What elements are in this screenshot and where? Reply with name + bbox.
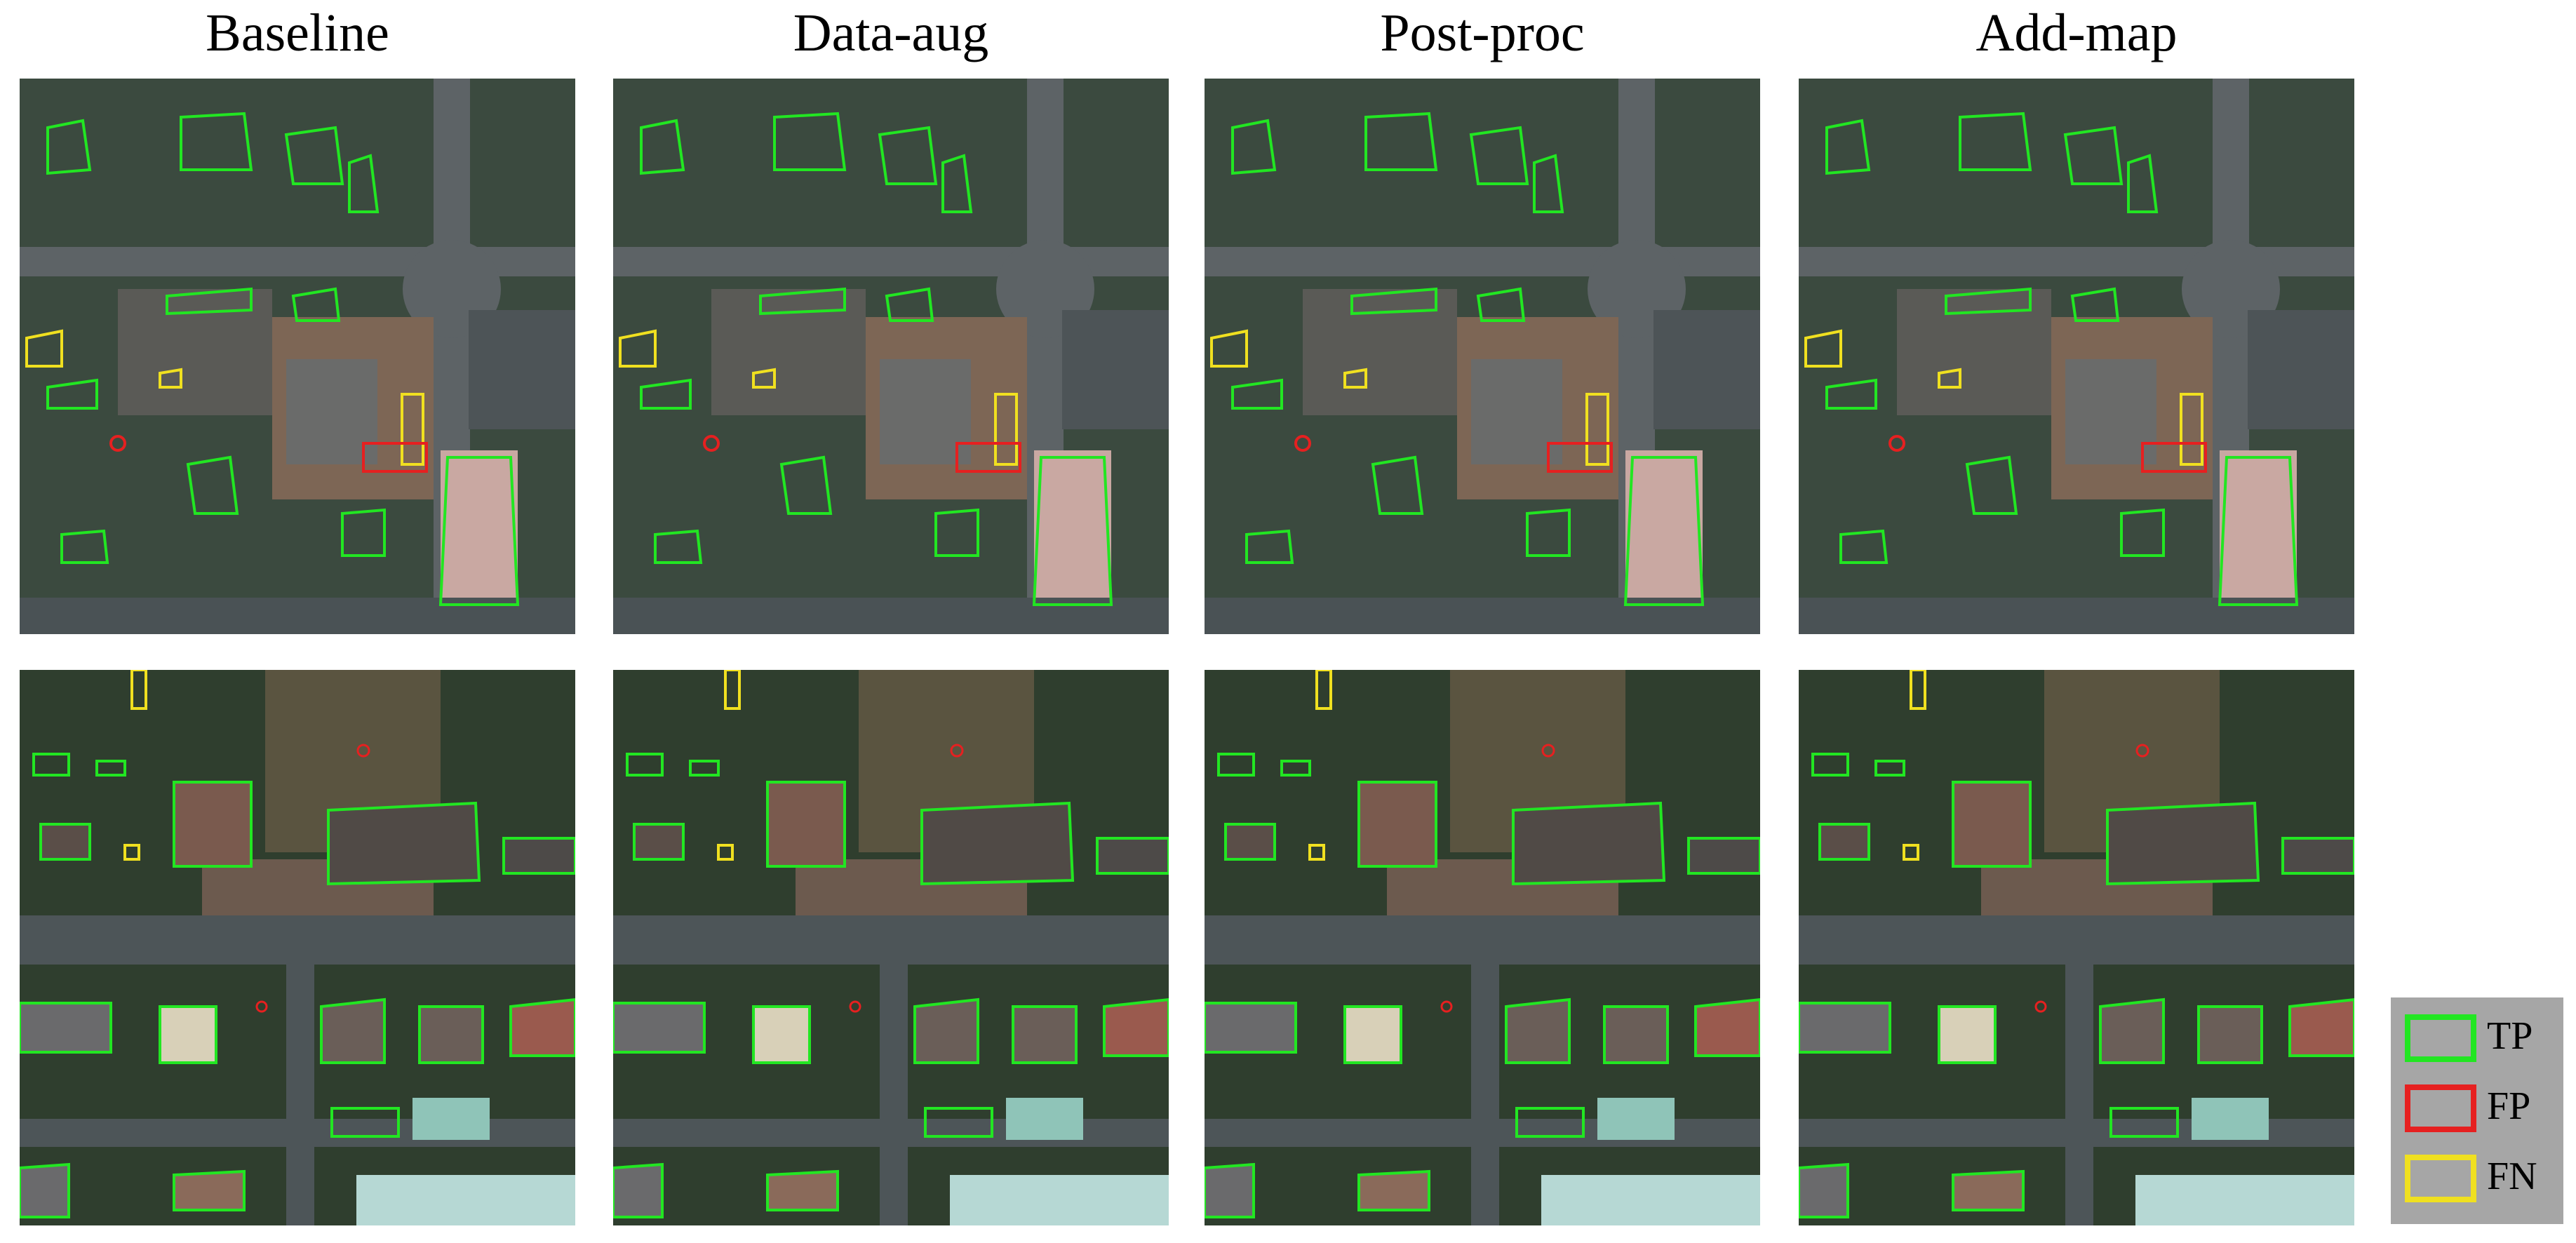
column-titles: Baseline Data-aug Post-proc Add-map	[206, 4, 2177, 62]
result-image	[1799, 79, 2354, 634]
result-image	[20, 79, 575, 634]
result-image	[613, 79, 1169, 634]
legend-label: TP	[2487, 1014, 2533, 1058]
column-title: Data-aug	[793, 4, 989, 62]
result-image	[613, 670, 1169, 1225]
panels	[20, 79, 2354, 1225]
legend: TP FP FN	[2391, 997, 2563, 1224]
result-image	[1799, 670, 2354, 1225]
result-image	[1205, 79, 1760, 634]
legend-label: FN	[2487, 1155, 2537, 1198]
column-title: Post-proc	[1380, 4, 1584, 62]
legend-swatch	[2405, 1155, 2476, 1202]
legend-items: TP FP FN	[2405, 1014, 2537, 1202]
column-title: Baseline	[206, 4, 389, 62]
result-image	[1205, 670, 1760, 1225]
result-image	[20, 670, 575, 1225]
legend-label: FP	[2487, 1084, 2530, 1128]
legend-swatch	[2405, 1084, 2476, 1132]
legend-swatch	[2405, 1014, 2476, 1062]
column-title: Add-map	[1975, 4, 2177, 62]
